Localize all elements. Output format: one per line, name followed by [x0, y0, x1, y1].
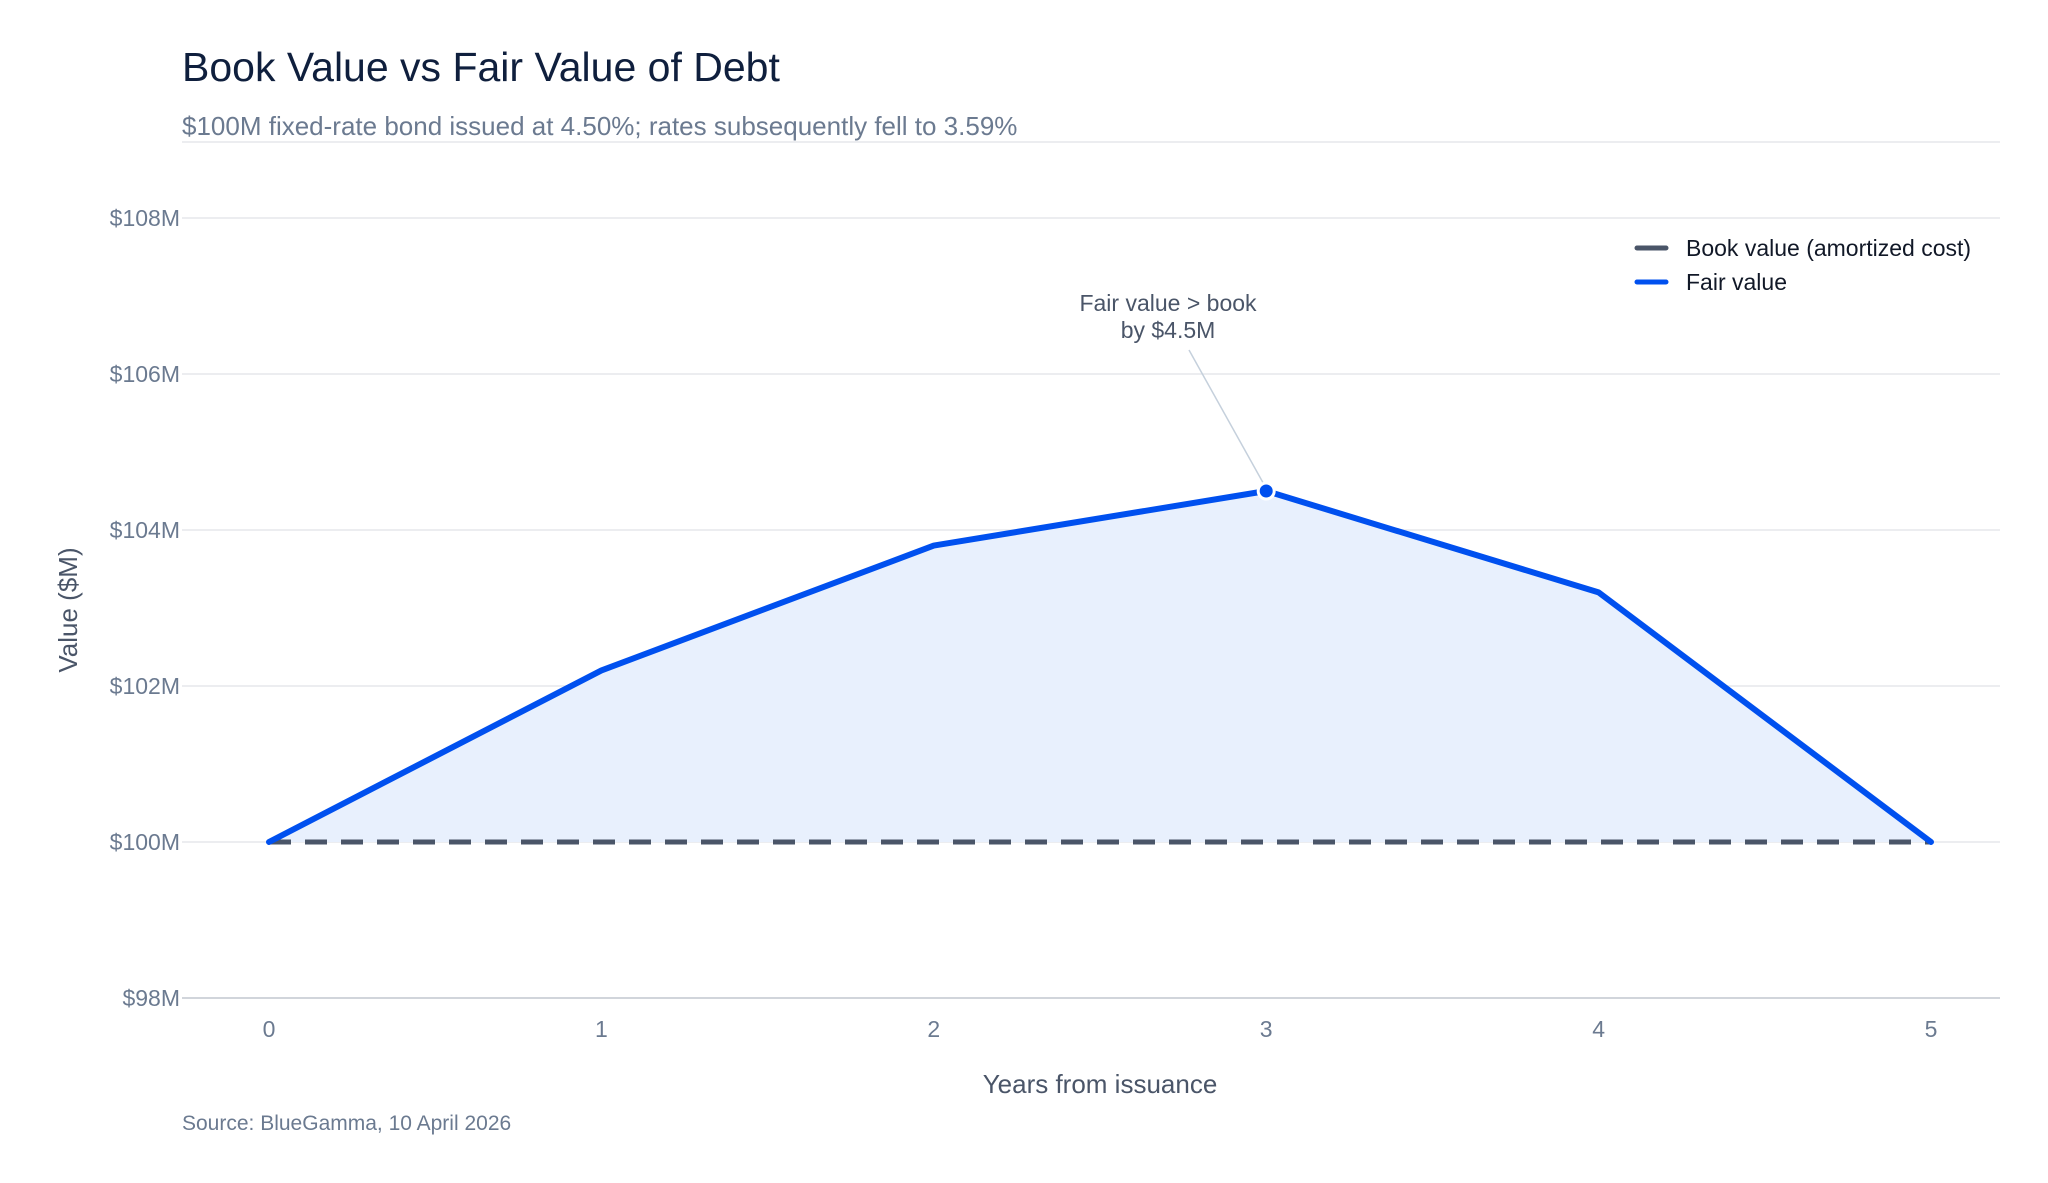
y-axis-title: Value ($M) [53, 547, 83, 672]
legend: Book value (amortized cost) Fair value [1634, 235, 1971, 295]
y-tick-label: $102M [110, 673, 180, 699]
legend-label-book-value: Book value (amortized cost) [1686, 235, 1971, 261]
y-tick-label: $100M [110, 829, 180, 855]
source-note: Source: BlueGamma, 10 April 2026 [182, 1112, 512, 1135]
x-axis-title: Years from issuance [983, 1069, 1218, 1099]
x-tick-label: 1 [595, 1016, 608, 1042]
annotation-label: by $4.5M [1121, 317, 1216, 343]
x-tick-label: 3 [1260, 1016, 1273, 1042]
chart-subtitle: $100M fixed-rate bond issued at 4.50%; r… [182, 111, 1018, 141]
x-tick-label: 5 [1925, 1016, 1938, 1042]
annotation-marker [1256, 481, 1276, 501]
x-axis-ticks: 0 1 2 3 4 5 [263, 1016, 1938, 1042]
legend-label-fair-value: Fair value [1686, 269, 1787, 295]
x-tick-label: 2 [927, 1016, 940, 1042]
y-axis-ticks: $98M $100M $102M $104M $106M $108M [110, 205, 180, 1011]
series-layer [266, 488, 1934, 845]
y-tick-label: $106M [110, 361, 180, 387]
fair-value-line [266, 488, 1934, 845]
y-tick-label: $98M [122, 985, 180, 1011]
fill-area-layer [269, 491, 1931, 842]
annotation-connector [1188, 349, 1264, 484]
fair-value-area [269, 491, 1931, 842]
x-tick-label: 0 [263, 1016, 276, 1042]
x-tick-label: 4 [1592, 1016, 1605, 1042]
y-tick-label: $108M [110, 205, 180, 231]
annotation-label: Fair value > book [1079, 290, 1257, 316]
y-tick-label: $104M [110, 517, 180, 543]
chart-title: Book Value vs Fair Value of Debt [182, 44, 780, 90]
